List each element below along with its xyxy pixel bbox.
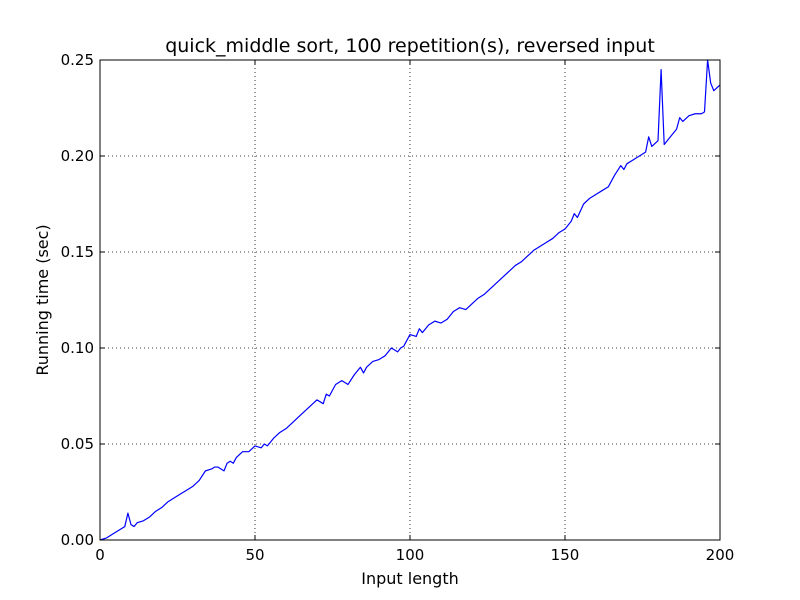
- y-axis-label: Running time (sec): [33, 224, 52, 375]
- y-tick-label: 0.00: [61, 531, 94, 549]
- x-tick-label: 100: [396, 546, 425, 564]
- gridlines: [100, 60, 720, 540]
- y-tick-label: 0.25: [61, 51, 94, 69]
- series-line: [99, 59, 721, 541]
- x-tick-label: 0: [95, 546, 105, 564]
- plot-area: [99, 59, 721, 541]
- x-tick-label: 200: [706, 546, 735, 564]
- x-tick-label: 50: [245, 546, 264, 564]
- y-tick-label: 0.15: [61, 243, 94, 261]
- y-tick-label: 0.05: [61, 435, 94, 453]
- chart-title: quick_middle sort, 100 repetition(s), re…: [165, 35, 655, 57]
- y-tick-label: 0.20: [61, 147, 94, 165]
- y-tick-label: 0.10: [61, 339, 94, 357]
- plot-frame: [99, 59, 721, 541]
- x-axis-label: Input length: [361, 569, 459, 588]
- x-tick-label: 150: [551, 546, 580, 564]
